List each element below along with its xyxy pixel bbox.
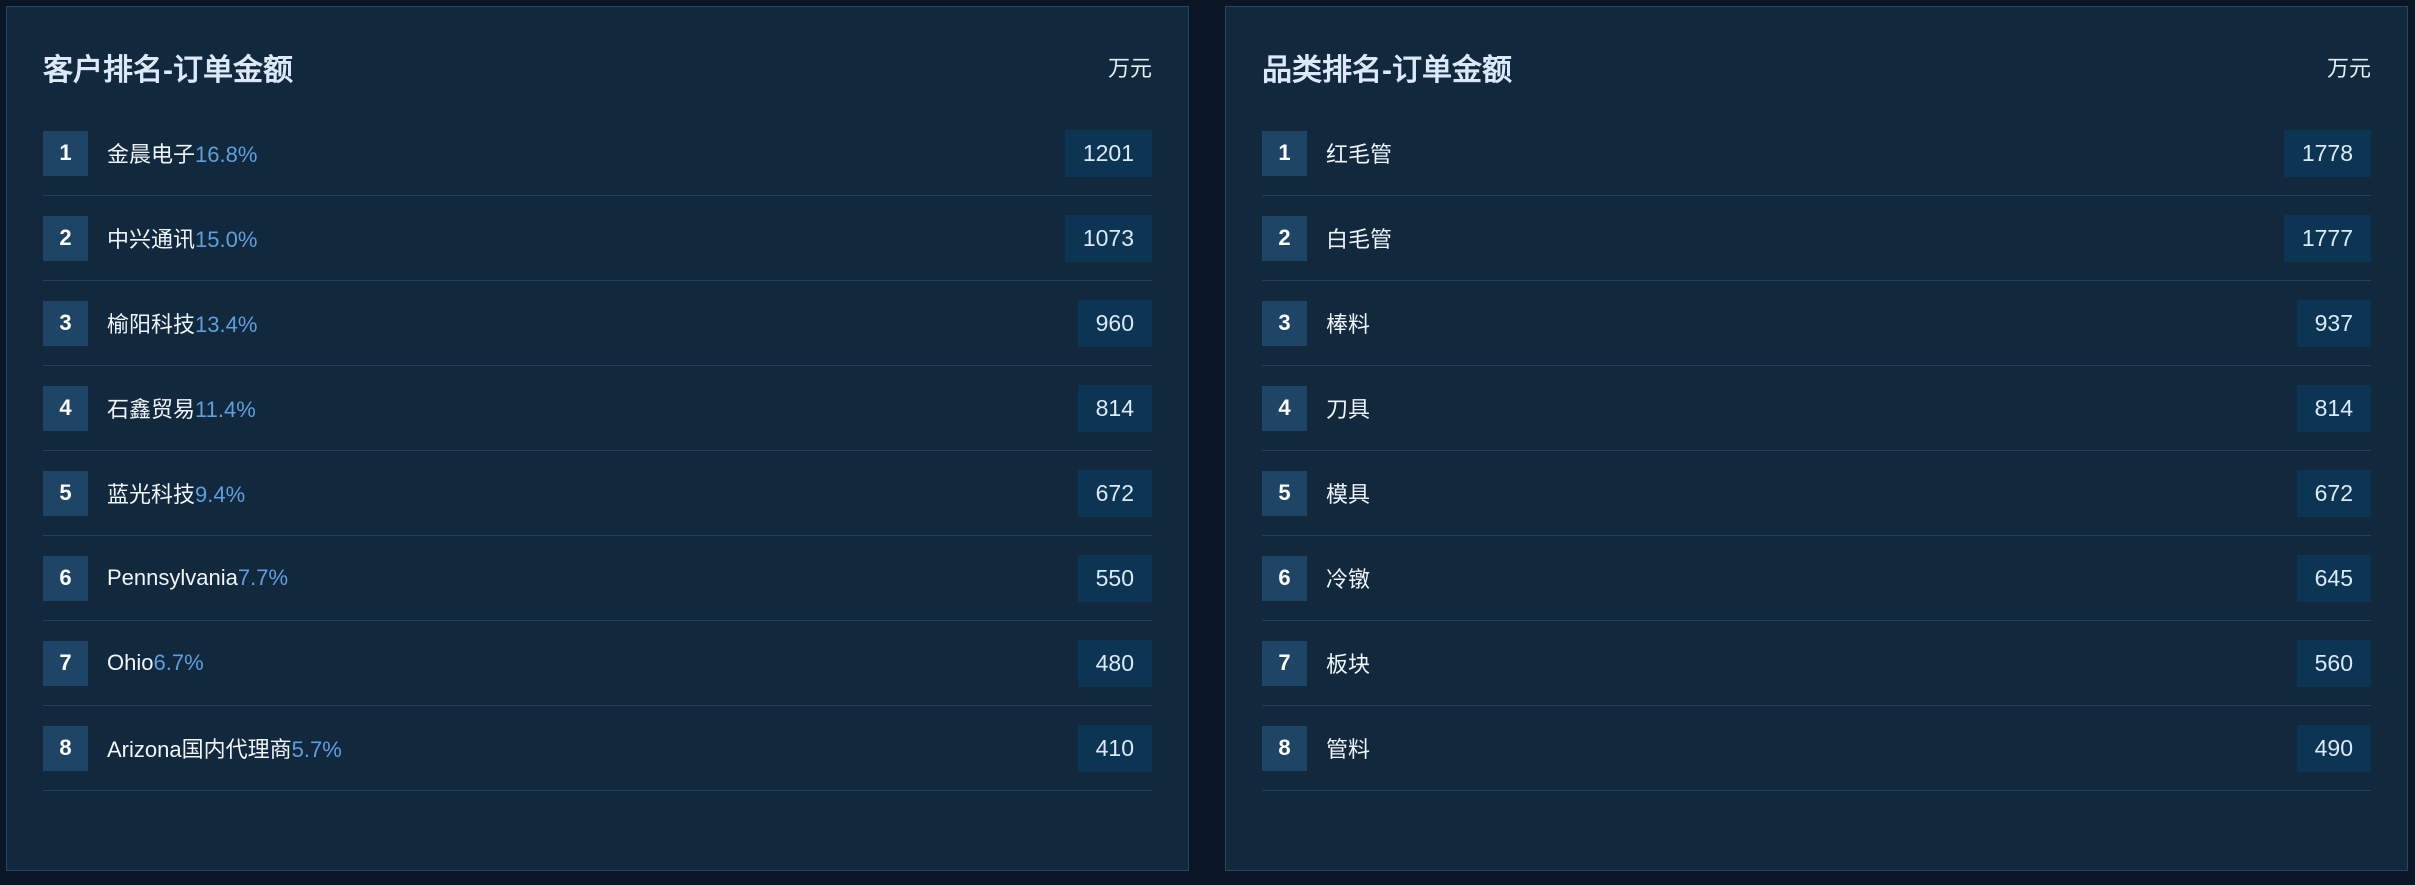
item-value: 814 (2296, 384, 2371, 432)
list-item[interactable]: 2 白毛管 1777 (1262, 196, 2371, 281)
item-name: Ohio (107, 650, 154, 675)
list-item[interactable]: 3 棒料 937 (1262, 281, 2371, 366)
item-name-wrap: 刀具 (1326, 392, 2297, 424)
item-name-wrap: Pennsylvania7.7% (107, 565, 1078, 591)
list-item[interactable]: 4 石鑫贸易11.4% 814 (43, 366, 1152, 451)
item-value: 672 (2296, 469, 2371, 517)
item-name-wrap: Arizona国内代理商5.7% (107, 732, 1078, 764)
rank-badge: 6 (1262, 555, 1307, 601)
rank-badge: 1 (1262, 130, 1307, 176)
item-name-wrap: 榆阳科技13.4% (107, 307, 1078, 339)
item-name: 中兴通讯 (107, 227, 196, 252)
item-name: 棒料 (1326, 312, 1371, 337)
item-name-wrap: 板块 (1326, 647, 2297, 679)
item-name: 金晨电子 (107, 142, 196, 167)
item-percent: 6.7% (153, 650, 204, 675)
list-item[interactable]: 8 管料 490 (1262, 706, 2371, 791)
item-name: 板块 (1326, 652, 1371, 677)
item-percent: 7.7% (237, 565, 289, 590)
item-percent: 16.8% (195, 142, 258, 167)
rank-badge: 6 (43, 555, 88, 601)
item-percent: 13.4% (195, 312, 258, 337)
customer-ranking-panel: 客户排名-订单金额 万元 1 金晨电子16.8% 1201 2 中兴通讯15.0%… (6, 6, 1189, 871)
rank-badge: 7 (43, 640, 88, 686)
rank-badge: 2 (43, 215, 88, 261)
item-name-wrap: 石鑫贸易11.4% (107, 392, 1078, 424)
rank-badge: 8 (43, 725, 88, 771)
list-item[interactable]: 3 榆阳科技13.4% 960 (43, 281, 1152, 366)
item-name-wrap: 中兴通讯15.0% (107, 222, 1065, 254)
item-value: 1201 (1064, 129, 1152, 177)
item-percent: 9.4% (195, 482, 246, 507)
unit-label: 万元 (1107, 56, 1152, 81)
item-name: Pennsylvania (107, 565, 238, 590)
item-name-wrap: 白毛管 (1326, 222, 2284, 254)
ranking-list: 1 红毛管 1778 2 白毛管 1777 3 棒料 937 4 刀具 8 1 4 … (1262, 111, 2371, 791)
item-name: 模具 (1326, 482, 1371, 507)
item-value: 1777 (2283, 214, 2371, 262)
rank-badge: 1 (43, 130, 88, 176)
list-item[interactable]: 7 Ohio6.7% 480 (43, 621, 1152, 706)
rank-badge: 3 (43, 300, 88, 346)
item-name: 榆阳科技 (107, 312, 196, 337)
panel-title: 品类排名-订单金额 (1262, 54, 1512, 87)
rank-badge: 7 (1262, 640, 1307, 686)
list-item[interactable]: 5 蓝光科技9.4% 672 (43, 451, 1152, 536)
unit-label: 万元 (2326, 56, 2371, 81)
item-value: 960 (1077, 299, 1152, 347)
item-name: 冷镦 (1326, 567, 1371, 592)
rank-badge: 2 (1262, 215, 1307, 261)
item-value: 490 (2296, 724, 2371, 772)
item-name-wrap: 冷镦 (1326, 562, 2297, 594)
list-item[interactable]: 6 Pennsylvania7.7% 550 (43, 536, 1152, 621)
item-name-wrap: 棒料 (1326, 307, 2297, 339)
item-name: 石鑫贸易 (107, 397, 196, 422)
item-name: 白毛管 (1326, 227, 1393, 252)
item-percent: 15.0% (195, 227, 258, 252)
rank-badge: 5 (43, 470, 88, 516)
list-item[interactable]: 1 金晨电子16.8% 1201 (43, 111, 1152, 196)
item-value: 1073 (1064, 214, 1152, 262)
item-percent: 5.7% (291, 737, 342, 762)
item-value: 672 (1077, 469, 1152, 517)
rank-badge: 4 (43, 385, 88, 431)
list-item[interactable]: 2 中兴通讯15.0% 1073 (43, 196, 1152, 281)
item-value: 645 (2296, 554, 2371, 602)
panel-title: 客户排名-订单金额 (43, 54, 293, 87)
item-value: 814 (1077, 384, 1152, 432)
item-percent: 11.4% (195, 397, 256, 422)
list-item[interactable]: 6 冷镦 645 (1262, 536, 2371, 621)
list-item[interactable]: 8 Arizona国内代理商5.7% 410 (43, 706, 1152, 791)
item-name-wrap: 红毛管 (1326, 137, 2284, 169)
item-name-wrap: 金晨电子16.8% (107, 137, 1065, 169)
list-item[interactable]: 7 板块 560 (1262, 621, 2371, 706)
rank-badge: 8 (1262, 725, 1307, 771)
list-item[interactable]: 1 红毛管 1778 (1262, 111, 2371, 196)
ranking-list: 1 金晨电子16.8% 1201 2 中兴通讯15.0% 1073 3 榆阳科技… (43, 111, 1152, 791)
item-name-wrap: 蓝光科技9.4% (107, 477, 1078, 509)
rank-badge: 4 (1262, 385, 1307, 431)
item-name: 蓝光科技 (107, 482, 196, 507)
item-value: 1778 (2283, 129, 2371, 177)
list-item[interactable]: 4 刀具 814 (1262, 366, 2371, 451)
item-value: 480 (1077, 639, 1152, 687)
item-name-wrap: Ohio6.7% (107, 650, 1078, 676)
item-value: 550 (1077, 554, 1152, 602)
item-name: 刀具 (1326, 397, 1371, 422)
rank-badge: 3 (1262, 300, 1307, 346)
category-ranking-panel: 品类排名-订单金额 万元 1 红毛管 1778 2 白毛管 1777 3 棒料 9… (1225, 6, 2408, 871)
list-item[interactable]: 5 模具 672 (1262, 451, 2371, 536)
item-name-wrap: 模具 (1326, 477, 2297, 509)
item-name: Arizona国内代理商 (107, 737, 292, 762)
item-name: 红毛管 (1326, 142, 1393, 167)
item-name: 管料 (1326, 737, 1371, 762)
item-value: 937 (2296, 299, 2371, 347)
rank-badge: 5 (1262, 470, 1307, 516)
item-name-wrap: 管料 (1326, 732, 2297, 764)
item-value: 410 (1077, 724, 1152, 772)
item-value: 560 (2296, 639, 2371, 687)
